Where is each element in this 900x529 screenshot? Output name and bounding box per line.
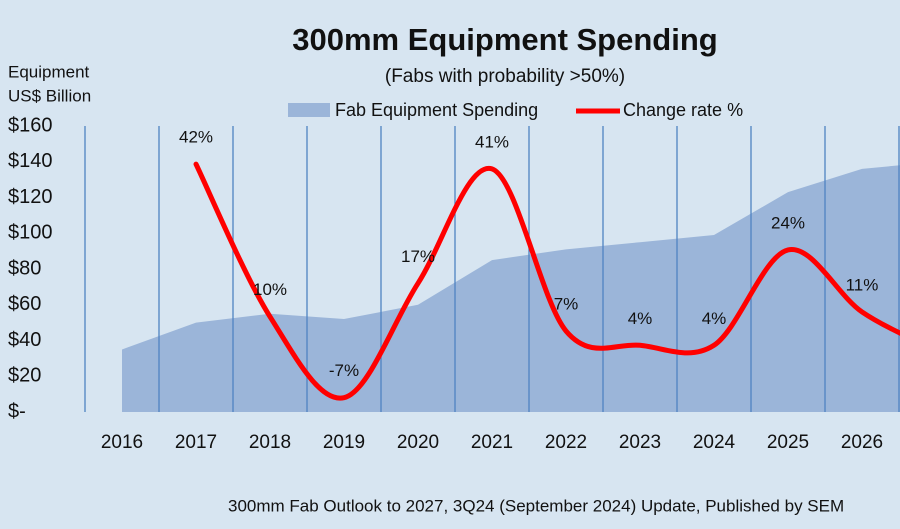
y-tick-label: $20 (8, 365, 41, 387)
chart-title: 300mm Equipment Spending (292, 22, 717, 57)
y-axis-label: Equipment (8, 62, 90, 81)
data-label: 17% (401, 247, 435, 266)
y-tick-label: $- (8, 400, 26, 422)
data-label: 11% (846, 275, 879, 294)
y-tick-label: $80 (8, 257, 41, 279)
x-tick-label: 2023 (619, 432, 661, 453)
line (193, 161, 900, 401)
data-label: 4% (628, 309, 653, 328)
x-tick-label: 2016 (101, 432, 143, 453)
x-tick-label: 2024 (693, 432, 736, 453)
y-tick-label: $100 (8, 222, 53, 244)
data-label: 7% (554, 294, 579, 313)
y-tick-label: $140 (8, 150, 53, 172)
x-tick-label: 2022 (545, 432, 587, 453)
x-tick-label: 2017 (175, 432, 217, 453)
x-tick-label: 2021 (471, 432, 513, 453)
legend-label: Change rate % (623, 100, 743, 120)
y-tick-label: $120 (8, 186, 53, 208)
legend-label: Fab Equipment Spending (335, 100, 538, 120)
x-tick-label: 2020 (397, 432, 439, 453)
plot (84, 126, 900, 412)
y-axis-label: US$ Billion (8, 86, 91, 105)
data-label: 42% (179, 128, 213, 147)
data-label: 41% (475, 132, 509, 151)
x-tick-label: 2026 (841, 432, 883, 453)
y-tick-label: $40 (8, 329, 41, 351)
x-tick-label: 2018 (249, 432, 291, 453)
data-label: 24% (771, 213, 805, 232)
data-label: 4% (702, 309, 727, 328)
chart-subtitle: (Fabs with probability >50%) (385, 66, 625, 87)
footer: 300mm Fab Outlook to 2027, 3Q24 (Septemb… (228, 496, 844, 515)
x-tick-label: 2019 (323, 432, 365, 453)
legend-swatch (288, 103, 330, 117)
y-tick-label: $160 (8, 114, 53, 136)
x-tick-label: 2025 (767, 432, 809, 453)
data-label: -7% (329, 361, 359, 380)
y-tick-label: $60 (8, 293, 41, 315)
data-label: 10% (253, 280, 287, 299)
